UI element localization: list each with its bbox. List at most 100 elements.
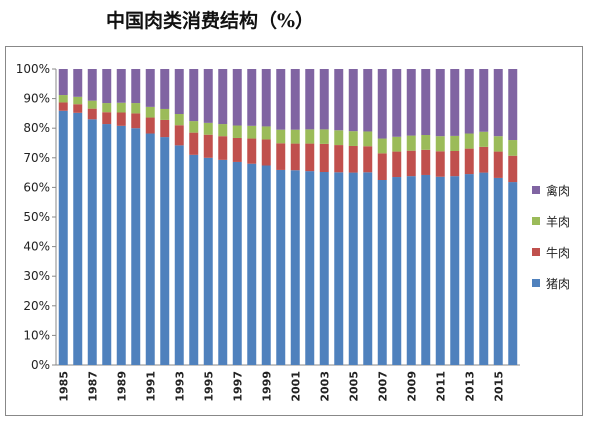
bar-segment	[305, 129, 315, 144]
bar-segment	[348, 145, 358, 173]
bar-segment	[392, 136, 402, 152]
bar-segment	[131, 128, 141, 365]
bar-segment	[203, 122, 213, 135]
bar-segment	[377, 153, 387, 180]
legend-swatch	[532, 217, 540, 225]
bar-segment	[131, 103, 141, 114]
x-tick-label: 1993	[173, 371, 186, 402]
bar-segment	[508, 69, 518, 141]
bar-segment	[247, 69, 257, 126]
y-tick-label: 40%	[23, 240, 50, 254]
y-tick-label: 100%	[16, 62, 50, 76]
bar-segment	[493, 151, 503, 178]
legend-item: 羊肉	[532, 213, 598, 229]
y-tick-label: 60%	[23, 180, 50, 194]
bar-segment	[348, 69, 358, 132]
legend-item: 牛肉	[532, 244, 598, 260]
bar-segment	[203, 69, 213, 123]
x-tick-label: 2015	[492, 371, 505, 402]
bar-segment	[319, 129, 329, 144]
bar-segment	[145, 69, 155, 107]
bar-segment	[160, 119, 170, 138]
bar-segment	[73, 104, 83, 113]
bar-segment	[334, 130, 344, 146]
bar-segment	[421, 135, 431, 150]
bar-segment	[479, 131, 489, 147]
bar-segment	[305, 171, 315, 365]
bar-segment	[508, 155, 518, 183]
legend-label: 猪肉	[546, 276, 571, 291]
chart-title: 中国肉类消费结构（%）	[105, 10, 315, 32]
x-tick-label: 2009	[405, 371, 418, 402]
legend-label: 牛肉	[546, 245, 571, 260]
bar-segment	[464, 69, 474, 134]
y-tick-label: 10%	[23, 328, 50, 342]
bar-segment	[377, 180, 387, 365]
bar-segment	[58, 95, 68, 103]
bar-segment	[363, 146, 373, 173]
legend-item: 禽肉	[532, 182, 598, 198]
bar-segment	[87, 108, 97, 120]
bar-segment	[218, 69, 228, 125]
bar-segment	[58, 110, 68, 366]
bar-segment	[73, 69, 83, 97]
legend-swatch	[532, 186, 540, 194]
bar-segment	[392, 69, 402, 137]
bar-segment	[218, 159, 228, 365]
bar-segment	[189, 132, 199, 155]
y-tick-label: 50%	[23, 210, 50, 224]
bar-segment	[160, 69, 170, 109]
y-tick-label: 90%	[23, 92, 50, 106]
bar-segment	[131, 113, 141, 129]
bar-segment	[218, 124, 228, 137]
bar-segment	[87, 69, 97, 101]
bar-segment	[116, 102, 126, 113]
bar-segment	[392, 151, 402, 178]
bar-segment	[232, 137, 242, 162]
x-tick-label: 1997	[231, 371, 244, 402]
bar-segment	[189, 154, 199, 365]
bar-segment	[174, 69, 184, 114]
x-tick-label: 2005	[347, 371, 360, 402]
bar-segment	[247, 163, 257, 365]
bar-segment	[363, 172, 373, 365]
bar-segment	[102, 124, 112, 365]
bar-segment	[102, 69, 112, 104]
x-tick-label: 2011	[434, 371, 447, 402]
x-tick-label: 1999	[260, 371, 273, 402]
bar-segment	[493, 69, 503, 137]
bar-segment	[334, 145, 344, 173]
x-tick-label: 1995	[202, 371, 215, 402]
bar-segment	[435, 69, 445, 137]
x-tick-label: 2001	[289, 371, 302, 402]
bar-segment	[160, 137, 170, 365]
bar-segment	[276, 129, 286, 144]
stacked-bar-chart: 0% 10% 20% 30% 40% 50% 60% 70% 80% 90% 100% 1985 198…	[16, 62, 520, 402]
bar-segment	[493, 136, 503, 152]
bar-segment	[319, 143, 329, 173]
bar-segment	[87, 100, 97, 109]
bar-segment	[508, 140, 518, 156]
bar-segment	[508, 182, 518, 365]
legend-label: 羊肉	[546, 214, 571, 229]
bar-segment	[261, 69, 271, 127]
y-tick-label: 0%	[31, 358, 50, 372]
x-tick-label: 2003	[318, 371, 331, 402]
bar-segment	[493, 177, 503, 365]
bar-segment	[102, 112, 112, 125]
bar-segment	[58, 102, 68, 111]
bar-segment	[116, 125, 126, 365]
x-tick-label: 1987	[86, 371, 99, 402]
bar-segment	[290, 69, 300, 130]
y-tick-label: 70%	[23, 151, 50, 165]
bar-segment	[174, 113, 184, 126]
bar-segment	[377, 69, 387, 139]
bar-segment	[276, 69, 286, 130]
bar-segment	[290, 143, 300, 171]
bar-segment	[435, 136, 445, 152]
bar-segment	[290, 129, 300, 144]
x-tick-label: 1989	[115, 371, 128, 402]
bar-segment	[319, 69, 329, 130]
bar-segment	[479, 146, 489, 173]
bar-segment	[131, 69, 141, 104]
